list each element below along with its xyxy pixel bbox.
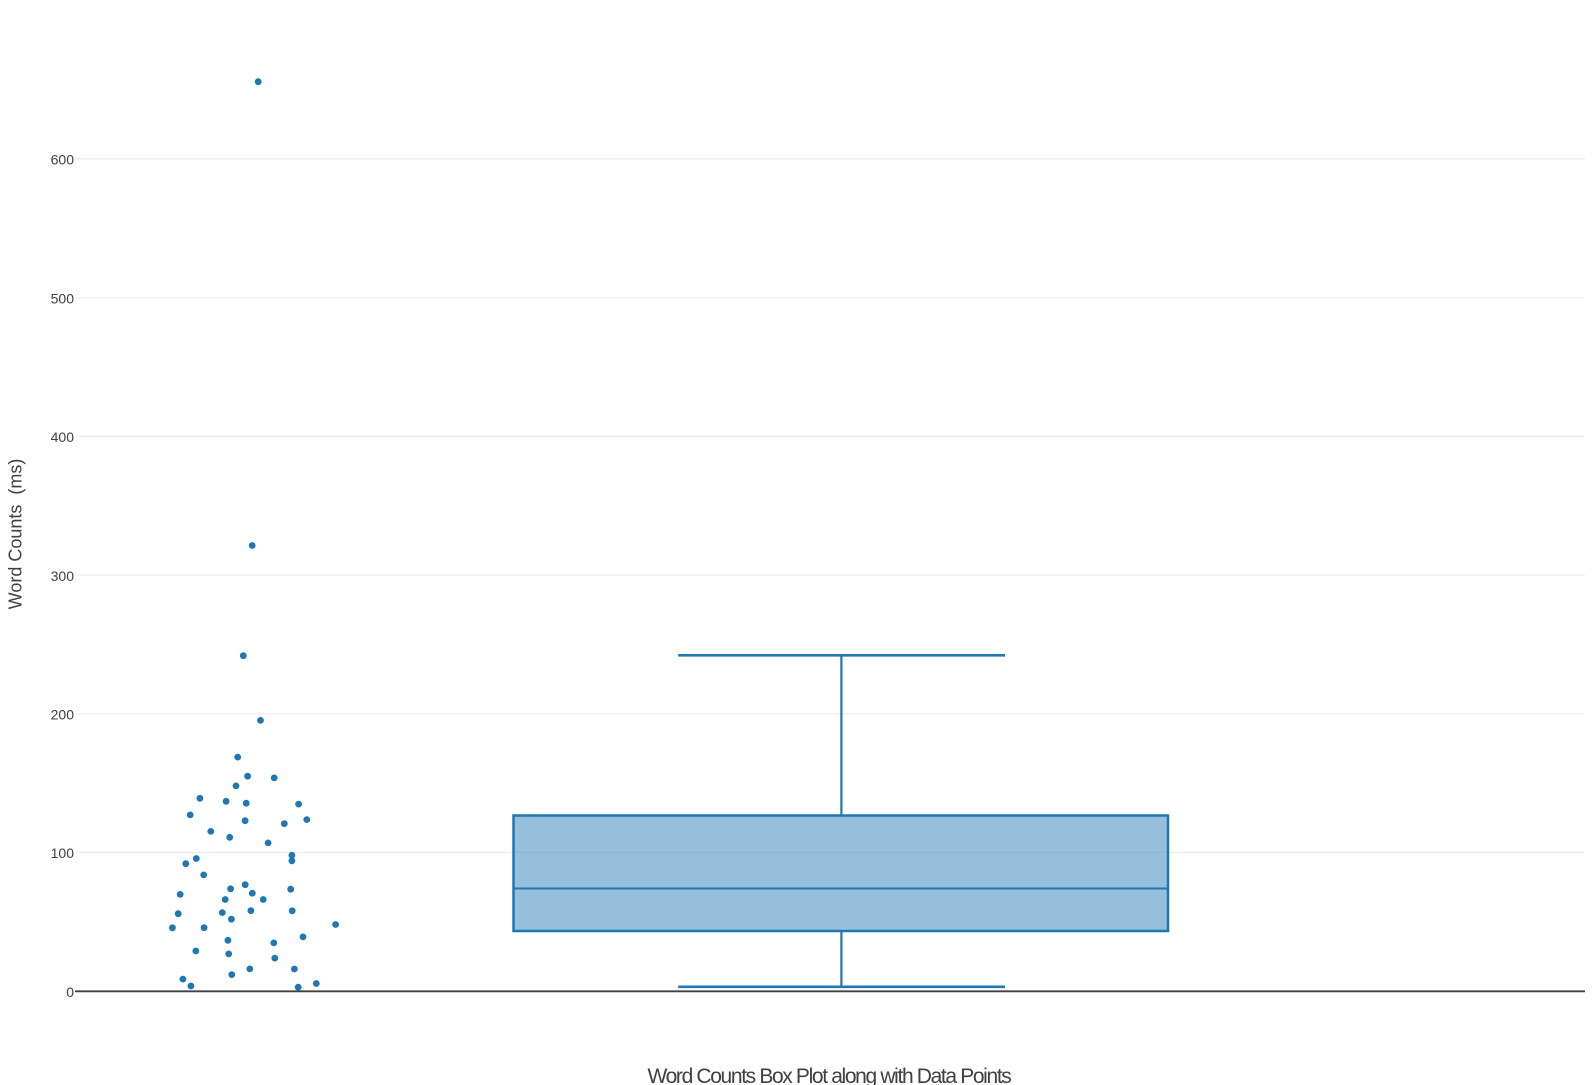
svg-text:500: 500 xyxy=(51,291,75,307)
svg-text:200: 200 xyxy=(51,707,75,723)
svg-text:Word Counts Box Plot along wit: Word Counts Box Plot along with Data Poi… xyxy=(648,1065,1012,1085)
svg-text:600: 600 xyxy=(51,152,75,168)
svg-text:Word Counts (ms): Word Counts (ms) xyxy=(6,459,26,610)
svg-text:100: 100 xyxy=(51,845,75,861)
svg-text:400: 400 xyxy=(51,429,75,445)
svg-text:300: 300 xyxy=(51,568,75,584)
svg-text:0: 0 xyxy=(66,984,74,1000)
